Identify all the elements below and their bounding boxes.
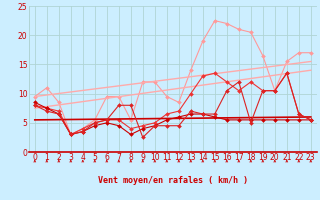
X-axis label: Vent moyen/en rafales ( km/h ): Vent moyen/en rafales ( km/h ) — [98, 176, 248, 185]
